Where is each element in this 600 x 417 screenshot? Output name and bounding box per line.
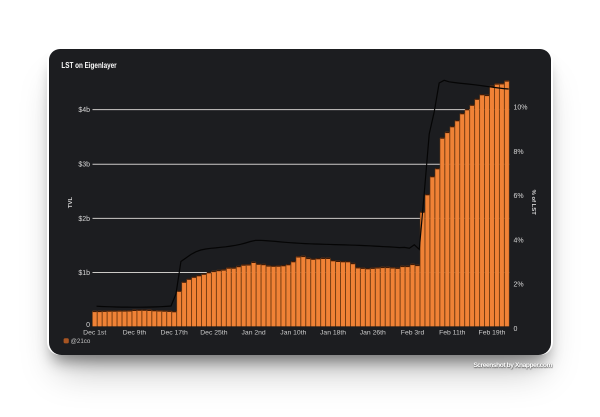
svg-text:2%: 2% [514,282,524,289]
svg-text:$4b: $4b [78,107,90,114]
svg-text:8%: 8% [514,149,524,156]
svg-text:0: 0 [86,322,90,329]
svg-text:Feb 3rd: Feb 3rd [401,330,425,337]
svg-text:10%: 10% [514,105,528,112]
svg-text:6%: 6% [514,193,524,200]
svg-text:Jan 2nd: Jan 2nd [242,330,266,337]
svg-text:Jan 18th: Jan 18th [320,330,346,337]
svg-text:LST on Eigenlayer: LST on Eigenlayer [61,61,116,70]
svg-text:Jan 26th: Jan 26th [360,330,386,337]
svg-text:Jan 10th: Jan 10th [280,330,306,337]
svg-text:Dec 9th: Dec 9th [123,330,147,337]
svg-text:Dec 25th: Dec 25th [200,330,227,337]
svg-text:$1b: $1b [78,270,90,277]
svg-text:Dec 17th: Dec 17th [161,330,188,337]
svg-text:$3b: $3b [78,162,90,169]
svg-text:@21co: @21co [71,338,91,345]
svg-text:0: 0 [514,326,518,333]
svg-text:Feb 11th: Feb 11th [439,330,466,337]
svg-text:TVL: TVL [68,197,74,209]
svg-text:% of LST: % of LST [530,190,536,216]
svg-text:4%: 4% [514,238,524,245]
svg-text:$2b: $2b [78,216,90,223]
svg-text:Dec 1st: Dec 1st [83,330,106,337]
svg-text:Feb 19th: Feb 19th [479,330,506,337]
